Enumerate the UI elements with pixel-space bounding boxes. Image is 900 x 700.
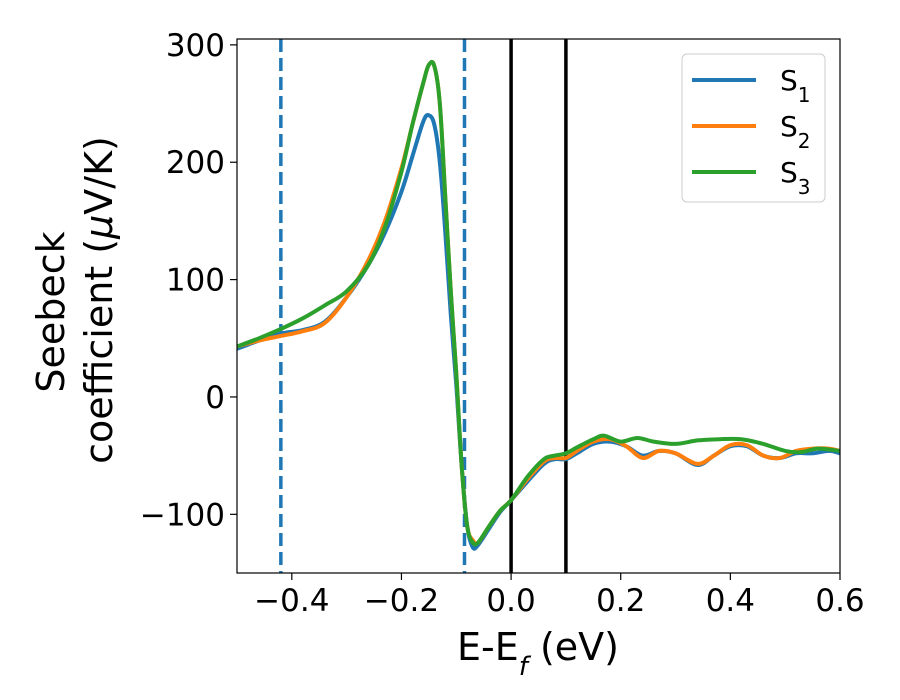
- x-tick-label: 0.2: [596, 583, 645, 619]
- legend-label-s1: S1: [780, 64, 811, 107]
- x-axis-label: E-Ef (eV): [457, 625, 619, 682]
- x-tick-label: 0.0: [486, 583, 535, 619]
- y-tick-label: 200: [166, 145, 225, 181]
- series-group: [237, 59, 840, 551]
- x-tick-label: −0.4: [254, 583, 329, 619]
- x-tick-label: 0.6: [815, 583, 864, 619]
- plot-frame: [236, 38, 841, 574]
- legend-label-s2: S2: [780, 110, 811, 153]
- x-tick-label: −0.2: [364, 583, 439, 619]
- y-axis: −100 0 100 200 300: [140, 28, 237, 533]
- y-tick-label: 300: [166, 28, 225, 64]
- series-line-s3: [237, 59, 840, 547]
- y-tick-label: −100: [140, 497, 225, 533]
- y-tick-label: 100: [166, 263, 225, 299]
- y-axis-label-line2: coefficient (μV/K): [77, 136, 121, 464]
- x-axis: −0.4 −0.2 0.0 0.2 0.4 0.6: [254, 573, 865, 619]
- y-axis-label-line1: Seebeck: [29, 231, 73, 392]
- x-tick-label: 0.4: [706, 583, 755, 619]
- legend-label-s3: S3: [780, 156, 811, 199]
- y-tick-label: 0: [205, 380, 225, 416]
